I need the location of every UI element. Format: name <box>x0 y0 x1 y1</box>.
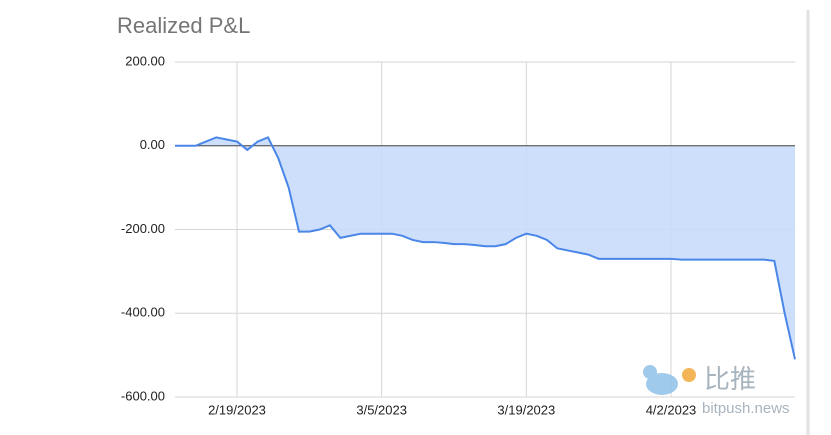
x-tick-label: 2/19/2023 <box>208 402 266 417</box>
x-tick-label: 3/5/2023 <box>356 402 407 417</box>
area <box>175 137 795 360</box>
y-tick-label: 0.00 <box>140 137 165 152</box>
watermark-bird-head <box>643 365 657 379</box>
axes: 200.00 0.00 -200.00 -400.00 -600.00 2/19/2023… <box>121 53 696 417</box>
plot <box>175 136 796 360</box>
chart-title: Realized P&L <box>117 13 250 38</box>
watermark-bird <box>646 373 678 395</box>
y-tick-label: -600.00 <box>121 388 165 403</box>
x-tick-label: 4/2/2023 <box>646 402 697 417</box>
line <box>175 136 796 360</box>
x-tick-label: 3/19/2023 <box>497 402 555 417</box>
y-tick-label: -400.00 <box>121 305 165 320</box>
y-tick-label: -200.00 <box>121 221 165 236</box>
watermark: 比推 bitpush.news <box>643 364 790 417</box>
watermark-site: bitpush.news <box>702 400 790 417</box>
watermark-coin <box>682 368 696 382</box>
y-tick-label: 200.00 <box>125 53 165 68</box>
watermark-brand: 比推 <box>704 364 756 394</box>
